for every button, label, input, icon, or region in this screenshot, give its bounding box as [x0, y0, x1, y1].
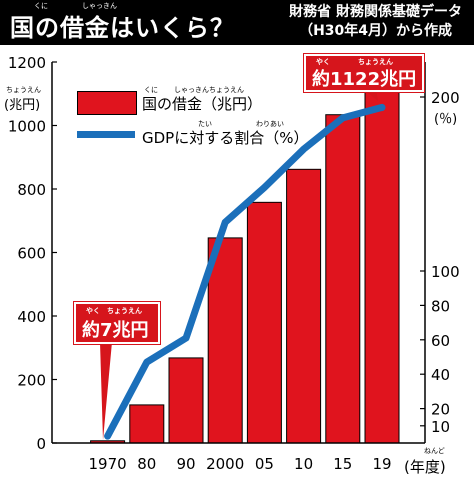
title-ruby-shakkin: しゃっきん: [82, 2, 117, 10]
x-tick-label-10: 10: [294, 455, 313, 473]
source-line-2: （H30年4月）から作成: [299, 23, 453, 39]
callout-1122-ruby: やく ちょうえん: [316, 58, 393, 66]
left-tick-label-1200: 1200: [8, 54, 46, 72]
left-axis-unit-text: 兆円: [9, 98, 36, 113]
legend-1-ruby-shakkin: しゃっきんちょうえん: [174, 86, 244, 94]
bar-19: [364, 86, 400, 444]
right-tick-label-80: 80: [431, 297, 450, 315]
left-ticks: 0 200 400 600 800 1000 1200: [8, 54, 57, 453]
left-axis-unit: (兆円): [4, 98, 41, 113]
left-tick-label-400: 400: [17, 308, 46, 326]
callout-7-ruby: やく ちょうえん: [86, 307, 142, 315]
bar-10: [286, 168, 322, 444]
right-tick-label-10: 10: [431, 418, 450, 436]
title-ruby-kuni: くに: [34, 2, 48, 10]
left-tick-label-600: 600: [17, 245, 46, 263]
right-tick-label-60: 60: [431, 332, 450, 350]
x-tick-label-90: 90: [176, 455, 195, 473]
right-tick-label-20: 20: [431, 401, 450, 419]
x-tick-label-19: 19: [372, 455, 391, 473]
right-tick-label-200: 200: [431, 89, 460, 107]
data-source: 財務省 財務関係基礎データ （H30年4月）から作成: [289, 3, 462, 41]
callout-7-trillion: やく ちょうえん 約7兆円: [73, 301, 161, 345]
right-tick-label-40: 40: [431, 366, 450, 384]
right-axis-unit-text: ％: [439, 112, 453, 127]
title-banner: くに しゃっきん 国の借金はいくら？ 財務省 財務関係基礎データ （H30年4月…: [0, 0, 474, 45]
x-tick-label-15: 15: [333, 455, 352, 473]
callout-7-pointer: [100, 342, 112, 440]
x-unit-ruby: ねんど: [424, 447, 445, 455]
legend-1-label: 国の借金（兆円）: [142, 95, 263, 113]
left-tick-label-1000: 1000: [8, 118, 46, 136]
x-tick-label-1970: 1970: [89, 455, 127, 473]
left-tick-label-0: 0: [36, 435, 46, 453]
bar-80: [129, 404, 165, 444]
x-axis-unit-text: 年度: [409, 458, 440, 476]
left-tick-label-200: 200: [17, 372, 46, 390]
x-tick-label-80: 80: [137, 455, 156, 473]
x-axis-unit: (年度): [404, 458, 446, 476]
bar-15: [325, 114, 361, 444]
right-axis-unit: (％): [434, 112, 458, 127]
callout-1122-text: 約1122兆円: [312, 69, 417, 90]
x-ticks: 1970 80 90 2000 05 10 15 19: [89, 455, 392, 473]
callout-7-text: 約7兆円: [82, 320, 149, 341]
x-tick-label-2000: 2000: [206, 455, 244, 473]
bar-series: [90, 86, 400, 444]
legend-2-ruby-tai: たい: [198, 120, 212, 128]
legend-1-ruby-kuni: くに: [144, 86, 158, 94]
legend-2-ruby-wariai: わりあい: [256, 120, 284, 128]
legend-2-label: GDPに対する割合（%）: [142, 129, 309, 147]
page-title: 国の借金はいくら？: [10, 14, 235, 42]
bar-05: [246, 201, 282, 444]
left-unit-ruby: ちょうえん: [6, 86, 41, 94]
gdp-ratio-line: [104, 103, 386, 440]
left-tick-label-800: 800: [17, 181, 46, 199]
right-tick-label-100: 100: [431, 263, 460, 281]
bar-90: [168, 357, 204, 444]
bar-2000: [207, 237, 243, 444]
source-line-1: 財務省 財務関係基礎データ: [289, 4, 462, 20]
legend-line-swatch: [77, 131, 135, 138]
callout-1122-trillion: やく ちょうえん 約1122兆円: [303, 53, 425, 93]
legend-bar-swatch: [77, 91, 137, 115]
x-tick-label-05: 05: [255, 455, 274, 473]
